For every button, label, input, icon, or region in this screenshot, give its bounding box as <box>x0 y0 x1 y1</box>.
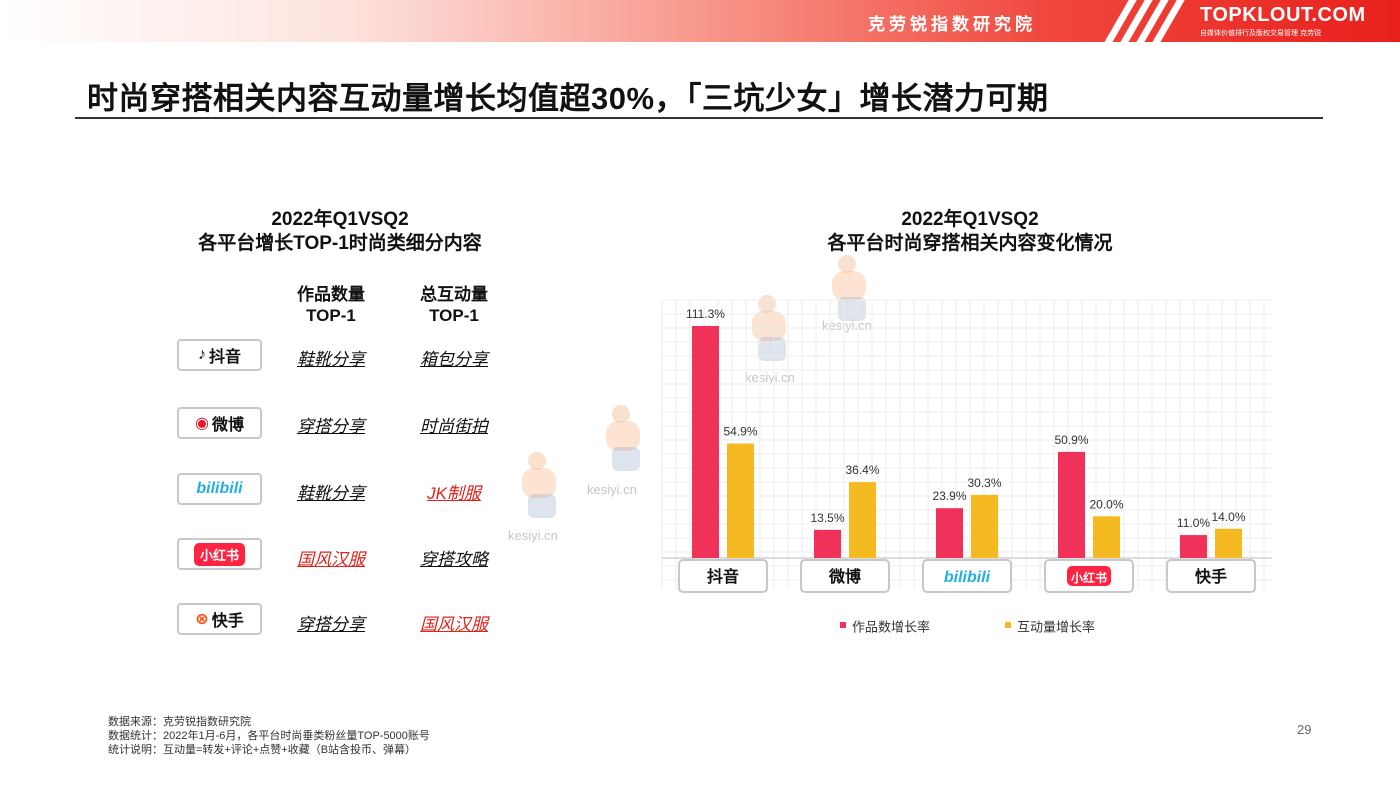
weibo-works-top1: 穿搭分享 <box>297 417 365 436</box>
xiaohongshu-badge <box>1067 566 1111 586</box>
weibo-eye-icon: ◉ <box>195 415 209 432</box>
page-title: 时尚穿搭相关内容互动量增长均值超30%，「三坑少女」增长潜力可期 <box>87 81 1049 116</box>
legend-label: 互动量增长率 <box>1017 619 1095 634</box>
bar-interactions <box>971 494 998 558</box>
category-label: 微博 <box>828 567 861 586</box>
xiaohongshu-logo: 小红书 <box>177 538 262 570</box>
bar-interactions <box>1215 528 1242 558</box>
page-number: 29 <box>1297 722 1312 737</box>
watermark-text: kesiyi.cn <box>587 482 637 497</box>
left-table-title-line1: 2022年Q1VSQ2 <box>271 209 409 230</box>
data-label: 30.3% <box>967 476 1001 490</box>
data-label: 23.9% <box>932 489 966 503</box>
category-label: 小红书 <box>1071 570 1107 585</box>
category-logo-box <box>1166 559 1256 593</box>
data-label: 14.0% <box>1211 510 1245 524</box>
platform-label: bilibili <box>196 480 243 497</box>
kuaishou-logo: ⊗ 快手 <box>177 603 262 635</box>
data-label: 111.3% <box>686 307 725 321</box>
column-header-interactions-line1: 总互动量 <box>420 285 488 304</box>
legend-swatch <box>840 622 846 628</box>
bar-works <box>1180 535 1207 558</box>
weibo-logo: ◉ 微博 <box>177 407 262 439</box>
chart-title: 2022年Q1VSQ2 各平台时尚穿搭相关内容变化情况 <box>760 208 1180 256</box>
left-table-title-line2: 各平台增长TOP-1时尚类细分内容 <box>198 233 482 254</box>
column-header-interactions-line2: TOP-1 <box>429 306 479 325</box>
footnote-definition: 统计说明：互动量=转发+评论+点赞+收藏（B站含投币、弹幕） <box>108 744 417 756</box>
kuaishou-works-top1: 穿搭分享 <box>297 615 365 634</box>
weibo-interactions-top1: 时尚街拍 <box>420 417 488 436</box>
xiaohongshu-interactions-top1: 穿搭攻略 <box>420 550 488 569</box>
category-label: 快手 <box>1195 567 1227 586</box>
column-header-works: 作品数量 TOP-1 <box>271 284 391 326</box>
left-table-title: 2022年Q1VSQ2 各平台增长TOP-1时尚类细分内容 <box>150 208 530 256</box>
footnote-period: 数据统计：2022年1月-6月，各平台时尚垂类粉丝量TOP-5000账号 <box>108 730 430 742</box>
bar-works <box>692 326 719 558</box>
data-label: 13.5% <box>810 511 844 525</box>
title-divider <box>75 117 1323 119</box>
douyin-note-icon: ♪ <box>197 346 206 363</box>
header-bar: 克劳锐指数研究院 TOPKLOUT.COM 自媒体价值排行及版权交易管理 克劳锐 <box>0 0 1400 48</box>
category-logo-box <box>800 559 890 593</box>
kuaishou-interactions-top1: 国风汉服 <box>420 615 488 634</box>
legend-label: 作品数增长率 <box>852 619 930 634</box>
bar-interactions <box>1093 516 1120 558</box>
category-logo-box <box>922 559 1012 593</box>
bilibili-works-top1: 鞋靴分享 <box>297 484 365 503</box>
data-label: 11.0% <box>1177 516 1210 530</box>
bilibili-logo: bilibili <box>177 473 262 505</box>
bar-interactions <box>727 443 754 558</box>
column-header-works-line2: TOP-1 <box>306 306 356 325</box>
chart-title-line2: 各平台时尚穿搭相关内容变化情况 <box>827 233 1113 254</box>
watermark-text: kesiyi.cn <box>822 318 872 333</box>
data-label: 36.4% <box>845 463 879 477</box>
footnote-source: 数据来源：克劳锐指数研究院 <box>108 716 251 728</box>
bar-interactions <box>849 482 876 558</box>
platform-label: 小红书 <box>193 542 245 566</box>
douyin-works-top1: 鞋靴分享 <box>297 350 365 369</box>
watermark-text: kesiyi.cn <box>508 528 558 543</box>
bilibili-interactions-top1: JK制服 <box>427 484 481 503</box>
douyin-logo: ♪ 抖音 <box>177 339 262 371</box>
column-header-interactions: 总互动量 TOP-1 <box>394 284 514 326</box>
chart-title-line1: 2022年Q1VSQ2 <box>901 209 1039 230</box>
bar-works <box>814 529 841 558</box>
xiaohongshu-works-top1: 国风汉服 <box>297 550 365 569</box>
platform-label: 抖音 <box>208 349 241 366</box>
bar-works <box>936 508 963 558</box>
platform-label: 快手 <box>211 613 244 630</box>
header-stripes <box>1100 0 1188 48</box>
douyin-interactions-top1: 箱包分享 <box>420 350 488 369</box>
data-label: 50.9% <box>1054 433 1088 447</box>
category-label: bilibili <box>944 569 991 586</box>
category-logo-box <box>678 559 768 593</box>
watermark-text: kesiyi.cn <box>745 370 795 385</box>
bar-works <box>1058 451 1085 558</box>
column-header-works-line1: 作品数量 <box>297 285 365 304</box>
category-label: 抖音 <box>707 567 739 586</box>
kuaishou-camera-icon: ⊗ <box>195 611 209 628</box>
bar-chart: 111.3% 54.9% 抖音 13.5% 36.4% 微博 23.9%30.3% bilib… <box>661 299 1272 634</box>
brand-tagline: 自媒体价值排行及版权交易管理 克劳锐 <box>1200 30 1321 37</box>
footnote: 数据来源：克劳锐指数研究院 数据统计：2022年1月-6月，各平台时尚垂类粉丝量… <box>108 715 430 757</box>
brand-name-cn: 克劳锐指数研究院 <box>868 15 1036 34</box>
legend-swatch <box>1005 622 1011 628</box>
data-label: 54.9% <box>723 425 757 439</box>
data-label: 20.0% <box>1089 497 1123 511</box>
brand-logo: TOPKLOUT.COM <box>1200 4 1366 26</box>
platform-label: 微博 <box>211 417 244 434</box>
